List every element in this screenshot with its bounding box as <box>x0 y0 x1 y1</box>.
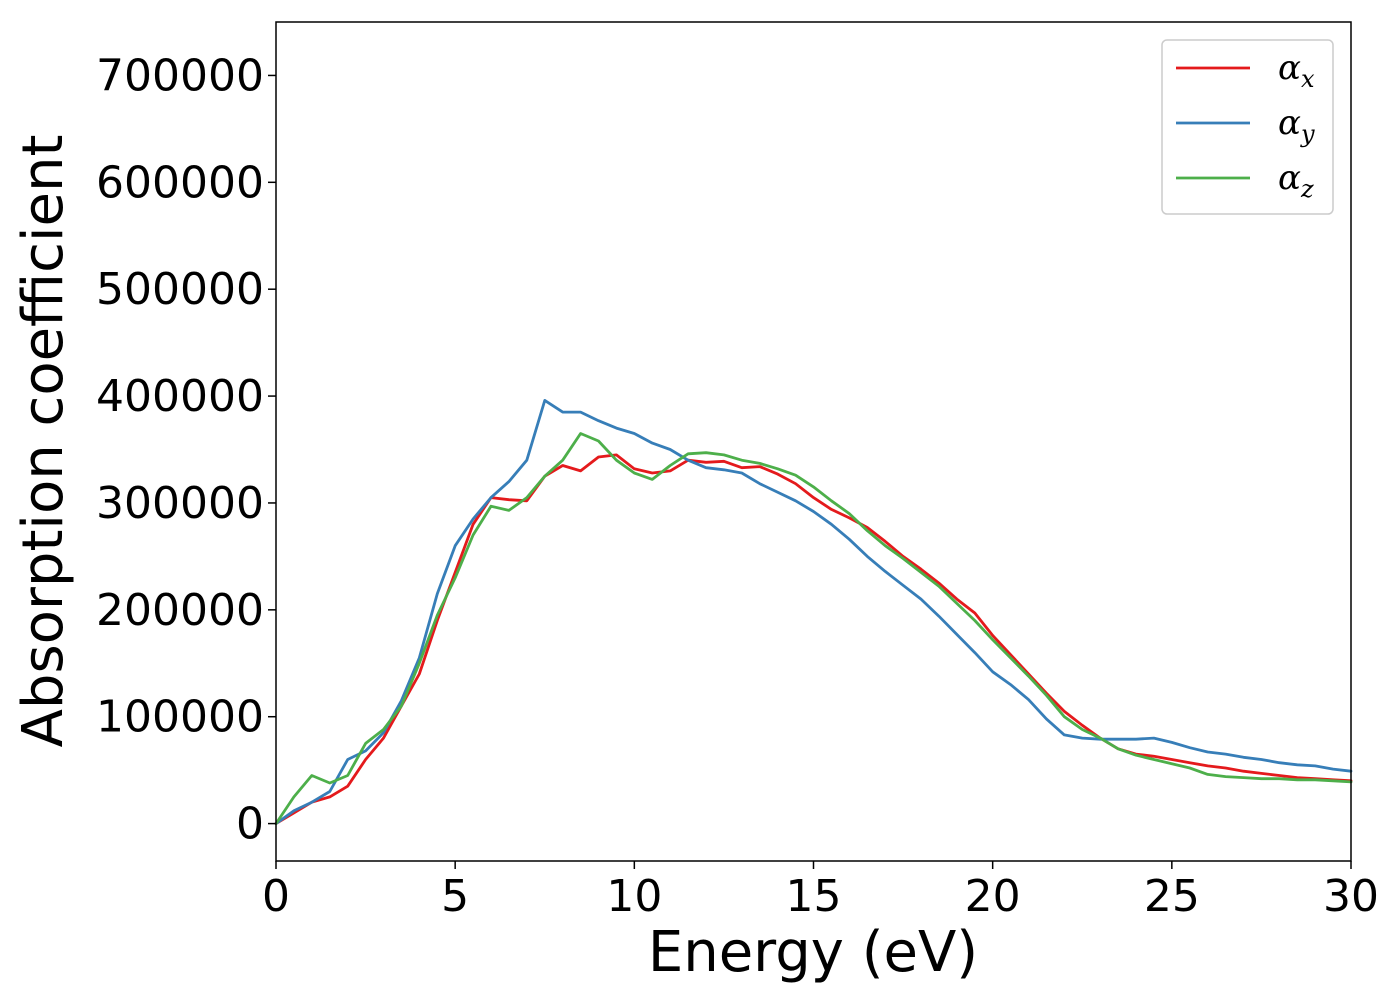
legend-box <box>1161 39 1334 215</box>
legend: αx αy αz <box>1161 39 1334 215</box>
legend-label-alpha-z: αz <box>1278 158 1314 203</box>
y-tick-label: 0 <box>236 799 264 850</box>
legend-label-alpha-y: αy <box>1278 103 1315 148</box>
x-tick-label: 0 <box>262 871 290 922</box>
y-tick-label: 500000 <box>96 264 264 315</box>
x-axis: 0 5 10 15 20 25 30 <box>262 861 1379 922</box>
x-tick-label: 30 <box>1323 871 1379 922</box>
x-axis-label: Energy (eV) <box>648 920 978 985</box>
x-tick-label: 5 <box>441 871 469 922</box>
x-tick-label: 25 <box>1144 871 1200 922</box>
y-tick-label: 600000 <box>96 157 264 208</box>
y-tick-label: 700000 <box>96 50 264 101</box>
y-tick-label: 100000 <box>96 692 264 743</box>
x-tick-label: 15 <box>786 871 842 922</box>
series-line-alpha-y <box>274 399 1353 825</box>
y-tick-label: 200000 <box>96 585 264 636</box>
series-line-alpha-z <box>274 432 1353 825</box>
y-tick-label: 300000 <box>96 478 264 529</box>
y-axis: 0 100000 200000 300000 400000 500000 600000 700… <box>96 50 276 850</box>
y-tick-label: 400000 <box>96 371 264 422</box>
x-tick-label: 20 <box>965 871 1021 922</box>
x-tick-label: 10 <box>606 871 662 922</box>
legend-label-alpha-x: αx <box>1278 48 1315 93</box>
series-line-alpha-x <box>274 453 1353 825</box>
series-layer <box>274 399 1353 825</box>
y-axis-label: Absorption coefficient <box>11 135 76 748</box>
